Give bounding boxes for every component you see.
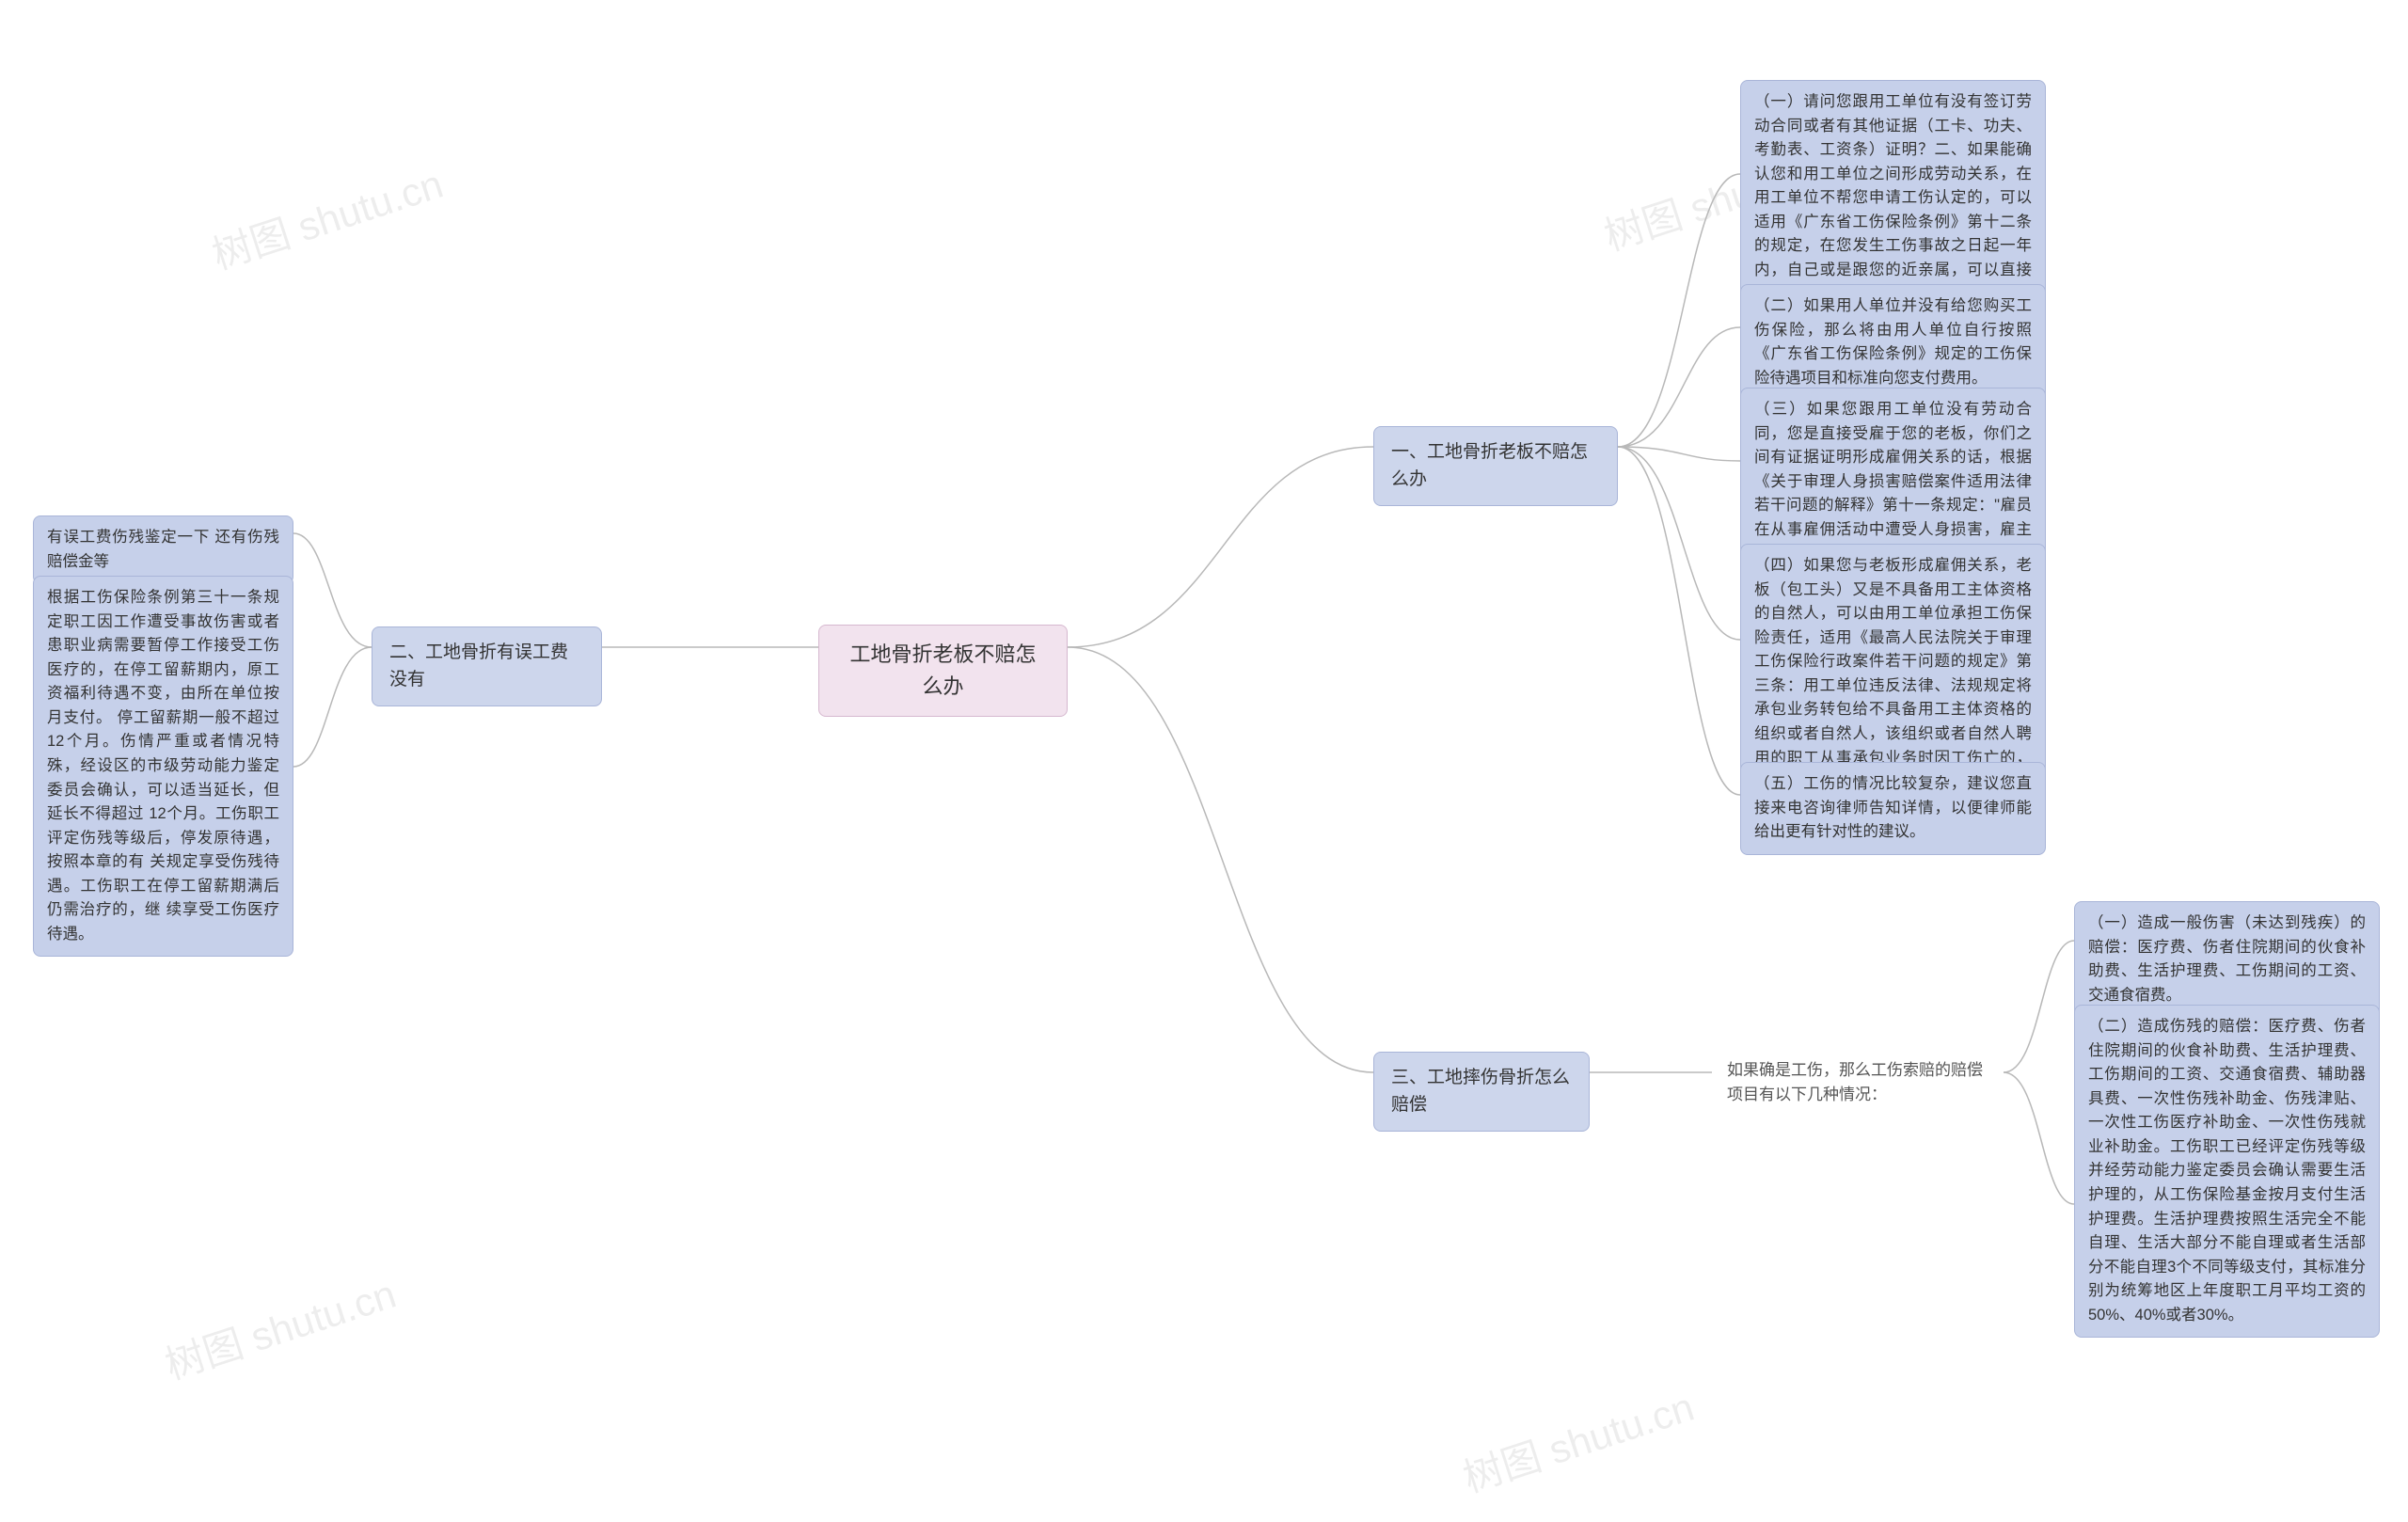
connector-layer xyxy=(0,0,2408,1522)
branch-3-item-1[interactable]: （一）造成一般伤害（未达到残疾）的赔偿：医疗费、伤者住院期间的伙食补助费、生活护… xyxy=(2074,901,2380,1018)
branch-1-item-5[interactable]: （五）工伤的情况比较复杂，建议您直接来电咨询律师告知详情，以便律师能给出更有针对… xyxy=(1740,762,2046,855)
watermark: 树图 shutu.cn xyxy=(204,152,450,281)
branch-1[interactable]: 一、工地骨折老板不赔怎么办 xyxy=(1373,426,1618,506)
watermark: 树图 shutu.cn xyxy=(1455,1375,1701,1504)
branch-2-item-2[interactable]: 根据工伤保险条例第三十一条规定职工因工作遭受事故伤害或者患职业病需要暂停工作接受… xyxy=(33,576,293,957)
branch-3-item-2[interactable]: （二）造成伤残的赔偿：医疗费、伤者住院期间的伙食补助费、生活护理费、工伤期间的工… xyxy=(2074,1005,2380,1338)
watermark: 树图 shutu.cn xyxy=(157,1262,403,1391)
branch-1-item-2[interactable]: （二）如果用人单位并没有给您购买工伤保险，那么将由用人单位自行按照《广东省工伤保… xyxy=(1740,284,2046,401)
branch-3[interactable]: 三、工地摔伤骨折怎么赔偿 xyxy=(1373,1052,1590,1132)
root-node[interactable]: 工地骨折老板不赔怎么办 xyxy=(818,625,1068,717)
branch-2-item-1[interactable]: 有误工费伤残鉴定一下 还有伤残赔偿金等 xyxy=(33,515,293,584)
branch-3-mid: 如果确是工伤，那么工伤索赔的赔偿项目有以下几种情况： xyxy=(1714,1049,2005,1118)
branch-2[interactable]: 二、工地骨折有误工费没有 xyxy=(372,626,602,706)
